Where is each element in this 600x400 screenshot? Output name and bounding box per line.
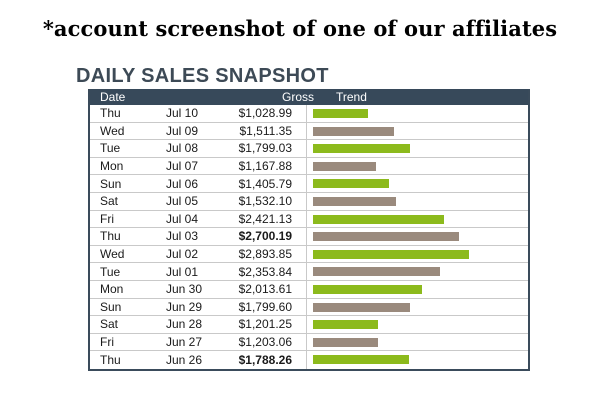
row-trend [306,210,528,228]
row-gross: $1,788.26 [238,353,292,368]
row-gross: $1,511.35 [239,123,293,138]
trend-bar [313,320,378,330]
row-trend [306,333,528,351]
row-date: Jul 09 [166,123,199,138]
row-date: Jul 02 [166,247,199,262]
trend-bar [313,267,440,277]
row-date: Jun 28 [166,317,203,332]
row-trend [306,263,528,280]
widget-title: DAILY SALES SNAPSHOT [76,65,329,87]
column-header-gross: Gross [281,90,314,104]
row-day: Thu [100,353,121,368]
row-trend [306,105,528,122]
row-day: Sat [100,317,119,332]
sales-table: Date Gross Trend Thu Jul 10 $1,028.99 Wed Ju… [88,89,530,371]
row-gross: $1,532.10 [238,194,292,209]
row-day: Wed [100,123,125,138]
row-gross: $1,028.99 [238,106,292,121]
table-row: Sat Jun 28 $1,201.25 [90,316,528,334]
row-day: Tue [100,264,121,279]
table-row: Tue Jul 08 $1,799.03 [90,140,528,158]
trend-bar [313,144,410,154]
row-trend [306,298,528,316]
row-trend [306,228,528,245]
table-header: Date Gross Trend [90,89,528,105]
row-day: Fri [100,335,114,350]
row-day: Mon [100,159,124,174]
table-row: Thu Jun 26 $1,788.26 [90,351,528,369]
table-row: Fri Jul 04 $2,421.13 [90,210,528,229]
table-row: Thu Jul 03 $2,700.19 [90,228,528,246]
row-date: Jul 08 [166,141,199,156]
trend-bar [313,284,422,294]
row-gross: $1,167.88 [238,159,292,174]
trend-bar [313,109,368,118]
row-date: Jul 05 [166,194,199,209]
table-row: Sat Jul 05 $1,532.10 [90,192,528,211]
trend-bar [313,249,469,259]
row-date: Jun 30 [166,282,203,297]
trend-bar [313,126,394,136]
row-gross: $1,203.06 [238,335,292,350]
table-body: Thu Jul 10 $1,028.99 Wed Jul 09 $1,511.35 Tue J… [90,105,528,369]
row-date: Jul 10 [166,106,199,121]
row-trend [306,157,528,175]
row-gross: $2,700.19 [238,229,292,244]
trend-bar [313,179,389,189]
row-date: Jul 01 [166,264,199,279]
row-date: Jun 29 [166,299,203,314]
table-row: Sun Jun 29 $1,799.60 [90,298,528,317]
table-row: Fri Jun 27 $1,203.06 [90,333,528,352]
row-gross: $1,405.79 [238,176,292,191]
row-gross: $2,893.85 [238,247,292,262]
trend-bar [313,355,409,365]
trend-bar [313,232,459,242]
table-row: Mon Jul 07 $1,167.88 [90,157,528,176]
row-date: Jul 04 [166,211,199,226]
table-row: Tue Jul 01 $2,353.84 [90,263,528,281]
row-day: Sat [100,194,119,209]
row-gross: $1,201.25 [238,317,292,332]
trend-bar [313,337,378,347]
trend-bar [313,302,410,312]
table-row: Sun Jul 06 $1,405.79 [90,175,528,193]
row-date: Jul 07 [166,159,199,174]
trend-bar [313,214,444,224]
page-caption: *account screenshot of one of our affili… [42,16,558,41]
row-gross: $2,421.13 [238,211,292,226]
row-date: Jun 26 [166,353,203,368]
row-trend [306,192,528,210]
column-header-trend: Trend [336,90,367,104]
row-date: Jul 06 [166,176,199,191]
table-row: Mon Jun 30 $2,013.61 [90,280,528,299]
row-gross: $2,013.61 [238,282,292,297]
row-trend [306,175,528,192]
row-date: Jun 27 [166,335,203,350]
row-gross: $1,799.60 [238,299,292,314]
row-day: Sun [100,176,122,191]
row-trend [306,280,528,298]
daily-sales-widget: DAILY SALES SNAPSHOT Date Gross Trend Th… [76,64,530,371]
table-row: Wed Jul 02 $2,893.85 [90,245,528,264]
row-day: Sun [100,299,122,314]
table-row: Thu Jul 10 $1,028.99 [90,105,528,123]
row-trend [306,316,528,333]
row-day: Mon [100,282,124,297]
row-trend [306,351,528,369]
row-day: Fri [100,211,114,226]
trend-bar [313,161,376,171]
row-day: Wed [100,247,125,262]
row-date: Jul 03 [166,229,199,244]
row-day: Thu [100,106,121,121]
row-gross: $1,799.03 [238,141,292,156]
trend-bar [313,196,396,206]
column-header-date: Date [100,90,126,104]
row-day: Thu [100,229,121,244]
row-trend [306,122,528,140]
row-gross: $2,353.84 [238,264,292,279]
row-day: Tue [100,141,121,156]
row-trend [306,140,528,157]
row-trend [306,245,528,263]
table-row: Wed Jul 09 $1,511.35 [90,122,528,141]
